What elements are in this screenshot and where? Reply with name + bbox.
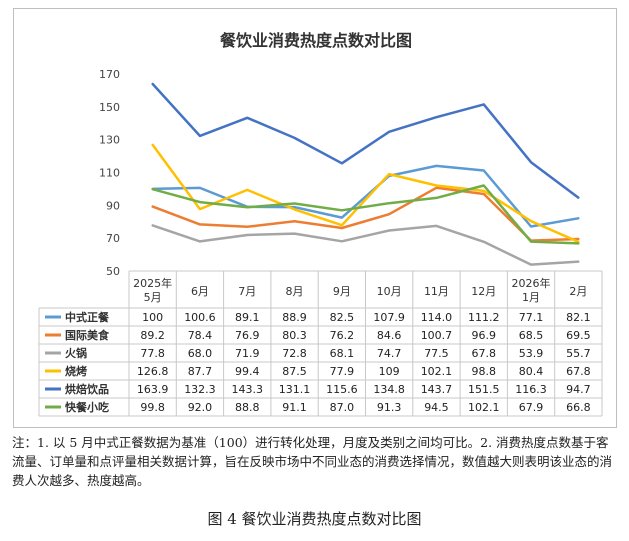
data-label: 126.8 <box>137 365 169 378</box>
data-label: 98.8 <box>472 365 497 378</box>
x-tick-label: 8月 <box>286 285 304 298</box>
data-label: 87.7 <box>188 365 213 378</box>
data-label: 82.5 <box>330 311 355 324</box>
y-tick-label: 150 <box>99 101 120 114</box>
data-label: 80.3 <box>282 329 307 342</box>
data-label: 163.9 <box>137 383 169 396</box>
figure-caption: 图 4 餐饮业消费热度点数对比图 <box>207 510 422 528</box>
data-label: 91.1 <box>282 401 307 414</box>
data-label: 82.1 <box>566 311 591 324</box>
y-tick-label: 70 <box>106 232 120 245</box>
data-label: 89.2 <box>140 329 165 342</box>
chart-frame: 餐饮业消费热度点数对比图 50 70 90 110 130 150 170 2025年 5月 6月 7… <box>13 8 617 428</box>
legend-entry: 国际美食 <box>65 328 110 342</box>
x-tick-label: 5月 <box>144 291 162 304</box>
data-label: 68.1 <box>330 347 355 360</box>
data-label: 100.7 <box>421 329 453 342</box>
data-label: 94.7 <box>566 383 591 396</box>
data-label: 131.1 <box>279 383 311 396</box>
data-label: 89.1 <box>235 311 260 324</box>
x-tick-label: 2026年 <box>512 276 551 290</box>
data-label: 102.1 <box>468 401 500 414</box>
chart-note: 注：1. 以 5 月中式正餐数据为基准（100）进行转化处理，月度及类别之间均可… <box>12 435 613 488</box>
x-tick-label: 10月 <box>377 285 402 298</box>
data-label: 71.9 <box>235 347 260 360</box>
legend-entry: 中式正餐 <box>65 310 110 324</box>
series-line <box>151 82 580 199</box>
data-label: 87.0 <box>330 401 355 414</box>
data-label: 111.2 <box>468 311 500 324</box>
series-line <box>151 184 580 245</box>
data-label: 143.3 <box>232 383 264 396</box>
data-label: 134.8 <box>373 383 405 396</box>
data-label: 132.3 <box>184 383 216 396</box>
x-tick-label: 7月 <box>238 285 256 298</box>
data-label: 76.9 <box>235 329 260 342</box>
data-label: 109 <box>379 365 400 378</box>
data-label: 55.7 <box>566 347 591 360</box>
data-label: 72.8 <box>282 347 307 360</box>
data-label: 151.5 <box>468 383 500 396</box>
data-label: 96.9 <box>472 329 497 342</box>
legend-entry: 火锅 <box>65 346 87 360</box>
data-label: 116.3 <box>515 383 547 396</box>
data-label: 143.7 <box>421 383 453 396</box>
legend-entry: 快餐小吃 <box>64 400 109 414</box>
data-label: 94.5 <box>424 401 449 414</box>
data-label: 77.5 <box>424 347 449 360</box>
data-label: 74.7 <box>377 347 402 360</box>
x-tick-label: 9月 <box>333 285 351 298</box>
data-label: 88.8 <box>235 401 260 414</box>
data-label: 100.6 <box>184 311 216 324</box>
data-label: 114.0 <box>421 311 453 324</box>
series-line <box>151 224 580 266</box>
data-label: 115.6 <box>326 383 358 396</box>
x-tick-label: 11月 <box>424 285 449 298</box>
data-label: 99.4 <box>235 365 260 378</box>
legend-entry: 烘焙饮品 <box>65 382 109 396</box>
data-label: 77.9 <box>330 365 355 378</box>
data-label: 67.8 <box>472 347 497 360</box>
data-label: 67.8 <box>566 365 591 378</box>
data-label: 80.4 <box>519 365 544 378</box>
data-label: 69.5 <box>566 329 591 342</box>
series-line <box>151 186 580 242</box>
x-tick-label: 12月 <box>471 285 496 298</box>
x-tick-label: 6月 <box>191 285 209 298</box>
y-tick-label: 50 <box>106 265 120 278</box>
legend-entry: 烧烤 <box>65 364 87 378</box>
chart-title: 餐饮业消费热度点数对比图 <box>219 31 412 50</box>
data-label: 107.9 <box>373 311 405 324</box>
y-tick-label: 130 <box>99 134 120 147</box>
x-tick-label: 2月 <box>569 285 587 298</box>
x-tick-label: 2025年 <box>133 276 172 290</box>
x-tick-label: 1月 <box>522 291 540 304</box>
data-label: 76.2 <box>330 329 355 342</box>
data-label: 87.5 <box>282 365 307 378</box>
data-label: 102.1 <box>421 365 453 378</box>
data-label: 68.5 <box>519 329 544 342</box>
data-label: 67.9 <box>519 401 544 414</box>
data-label: 77.1 <box>519 311 544 324</box>
series-line <box>151 143 580 244</box>
y-tick-label: 90 <box>106 199 120 212</box>
data-label: 100 <box>142 311 163 324</box>
series-line <box>151 164 580 228</box>
data-label: 84.6 <box>377 329 402 342</box>
data-label: 92.0 <box>188 401 213 414</box>
data-label: 91.3 <box>377 401 402 414</box>
y-tick-label: 110 <box>99 167 120 180</box>
y-tick-label: 170 <box>99 68 120 81</box>
data-label: 88.9 <box>282 311 307 324</box>
data-label: 66.8 <box>566 401 591 414</box>
data-label: 77.8 <box>140 347 165 360</box>
data-label: 53.9 <box>519 347 544 360</box>
data-label: 99.8 <box>140 401 165 414</box>
data-label: 78.4 <box>188 329 213 342</box>
data-label: 68.0 <box>188 347 213 360</box>
